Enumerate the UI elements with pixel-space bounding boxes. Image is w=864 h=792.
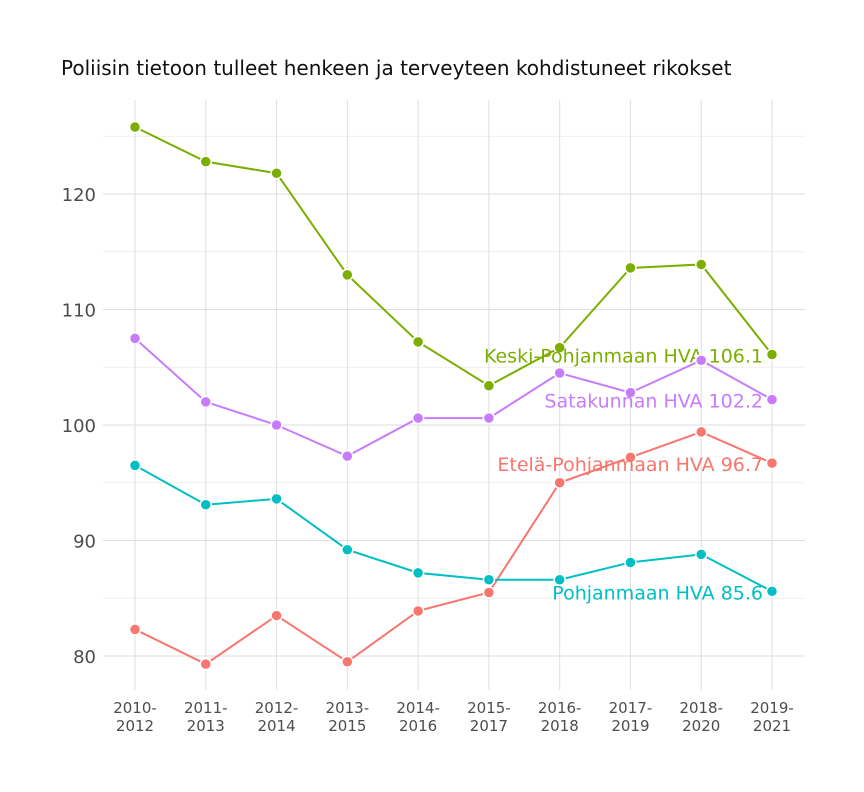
series-end-label: Pohjanmaan HVA 85.6 bbox=[552, 582, 763, 604]
series-end-label: Satakunnan HVA 102.2 bbox=[544, 391, 763, 413]
data-point bbox=[199, 498, 213, 511]
y-tick-label: 100 bbox=[62, 416, 96, 437]
data-point bbox=[624, 261, 637, 275]
x-tick-label: 2018 bbox=[541, 717, 579, 735]
data-point bbox=[694, 354, 708, 367]
x-tick-label: 2021 bbox=[753, 717, 791, 735]
data-point bbox=[694, 258, 708, 271]
data-point bbox=[765, 585, 779, 598]
data-point bbox=[411, 604, 425, 618]
x-tick-label: 2016 bbox=[399, 717, 437, 735]
data-point bbox=[765, 348, 779, 361]
x-tick-label: 2019 bbox=[611, 717, 649, 735]
data-point bbox=[341, 268, 354, 282]
x-tick-label: 2013 bbox=[187, 717, 225, 735]
data-point bbox=[553, 476, 566, 489]
series-line bbox=[134, 464, 773, 593]
data-point bbox=[482, 586, 496, 599]
y-tick-label: 110 bbox=[62, 301, 96, 322]
data-point bbox=[553, 366, 566, 380]
x-tick-label: 2011- bbox=[184, 699, 228, 717]
data-point bbox=[270, 609, 283, 622]
x-tick-label: 2018- bbox=[679, 699, 723, 717]
data-point bbox=[199, 657, 213, 671]
data-point bbox=[270, 166, 283, 180]
data-point bbox=[624, 386, 637, 399]
data-point bbox=[694, 548, 708, 561]
series-line bbox=[134, 126, 773, 387]
data-point bbox=[128, 459, 142, 472]
chart-title: Poliisin tietoon tulleet henkeen ja terv… bbox=[61, 56, 732, 80]
y-tick-label: 80 bbox=[73, 647, 96, 668]
x-tick-label: 2017- bbox=[609, 699, 653, 717]
data-point bbox=[553, 341, 566, 354]
data-point bbox=[482, 573, 496, 587]
data-point bbox=[199, 395, 213, 409]
data-point bbox=[199, 155, 213, 168]
data-point bbox=[694, 425, 708, 439]
series-end-label: Keski-Pohjanmaan HVA 106.1 bbox=[484, 346, 763, 368]
data-point bbox=[765, 393, 779, 406]
x-tick-label: 2013- bbox=[326, 699, 370, 717]
data-point bbox=[341, 449, 354, 463]
data-point bbox=[341, 543, 354, 556]
x-tick-label: 2012 bbox=[116, 717, 154, 735]
data-point bbox=[128, 120, 142, 134]
y-tick-label: 90 bbox=[73, 532, 96, 553]
data-point bbox=[482, 379, 496, 392]
data-point bbox=[624, 451, 637, 464]
x-tick-label: 2020 bbox=[682, 717, 720, 735]
data-point bbox=[270, 492, 283, 506]
data-point bbox=[482, 411, 496, 425]
x-tick-label: 2019- bbox=[750, 699, 794, 717]
x-tick-label: 2015 bbox=[328, 717, 366, 735]
x-tick-label: 2012- bbox=[255, 699, 299, 717]
x-tick-label: 2014- bbox=[396, 699, 440, 717]
data-point bbox=[411, 566, 425, 580]
series-end-label: Etelä-Pohjanmaan HVA 96.7 bbox=[497, 454, 763, 476]
data-point bbox=[128, 623, 142, 636]
data-point bbox=[553, 573, 566, 587]
data-point bbox=[341, 655, 354, 669]
data-point bbox=[765, 456, 779, 470]
data-point bbox=[411, 411, 425, 425]
x-tick-label: 2015- bbox=[467, 699, 511, 717]
x-tick-label: 2014 bbox=[257, 717, 295, 735]
x-tick-label: 2016- bbox=[538, 699, 582, 717]
series-line bbox=[134, 337, 773, 458]
data-point bbox=[128, 332, 142, 345]
data-point bbox=[270, 418, 283, 432]
y-tick-label: 120 bbox=[62, 185, 96, 206]
x-tick-label: 2017 bbox=[470, 717, 508, 735]
x-tick-label: 2010- bbox=[113, 699, 157, 717]
data-point bbox=[624, 556, 637, 569]
series-line bbox=[134, 430, 773, 666]
data-point bbox=[411, 335, 425, 349]
